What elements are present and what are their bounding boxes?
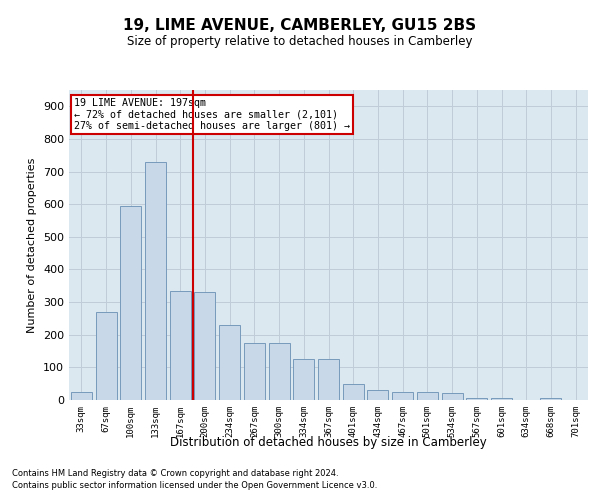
Y-axis label: Number of detached properties: Number of detached properties [28, 158, 37, 332]
Bar [120, 206, 141, 400]
Bar [269, 343, 290, 400]
Bar [466, 398, 487, 400]
Text: 19 LIME AVENUE: 197sqm
← 72% of detached houses are smaller (2,101)
27% of semi-: 19 LIME AVENUE: 197sqm ← 72% of detached… [74, 98, 350, 131]
Bar [219, 325, 240, 400]
Bar [318, 359, 339, 400]
Text: Distribution of detached houses by size in Camberley: Distribution of detached houses by size … [170, 436, 487, 449]
Bar [71, 392, 92, 400]
Bar [392, 392, 413, 400]
Bar [541, 398, 562, 400]
Text: Contains HM Land Registry data © Crown copyright and database right 2024.: Contains HM Land Registry data © Crown c… [12, 468, 338, 477]
Bar [170, 290, 191, 400]
Bar [491, 398, 512, 400]
Text: Contains public sector information licensed under the Open Government Licence v3: Contains public sector information licen… [12, 481, 377, 490]
Bar [194, 292, 215, 400]
Bar [343, 384, 364, 400]
Text: 19, LIME AVENUE, CAMBERLEY, GU15 2BS: 19, LIME AVENUE, CAMBERLEY, GU15 2BS [124, 18, 476, 32]
Bar [293, 359, 314, 400]
Bar [367, 390, 388, 400]
Bar [417, 392, 438, 400]
Bar [145, 162, 166, 400]
Bar [442, 394, 463, 400]
Text: Size of property relative to detached houses in Camberley: Size of property relative to detached ho… [127, 35, 473, 48]
Bar [95, 312, 116, 400]
Bar [244, 343, 265, 400]
